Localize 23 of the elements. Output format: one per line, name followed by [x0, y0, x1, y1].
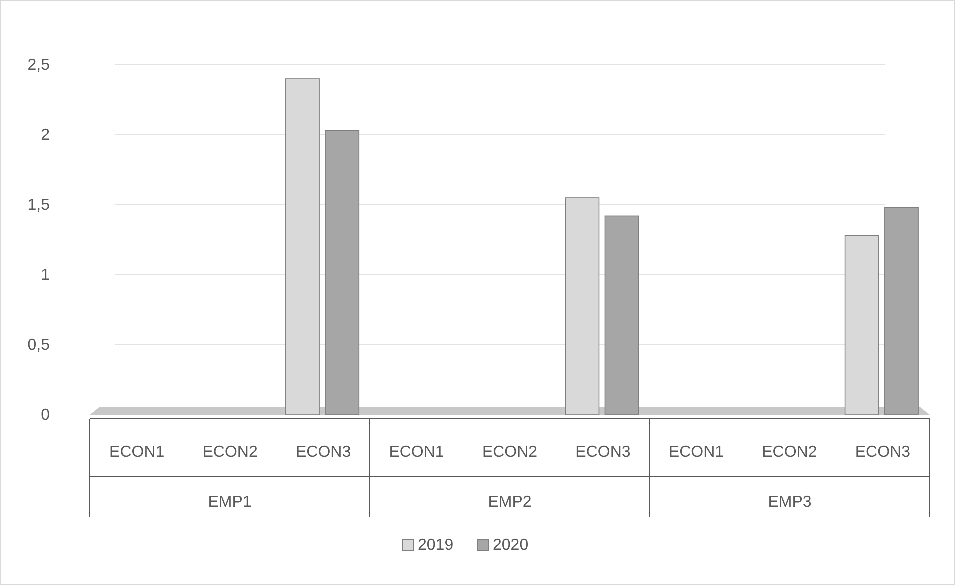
x-tick-label: ECON3: [576, 444, 631, 461]
y-tick-label: 2,5: [28, 57, 50, 74]
text: EMP2: [488, 494, 532, 511]
x-tick-label: ECON1: [668, 444, 724, 461]
x-tick-label: ECON3: [296, 444, 352, 461]
y-tick-label: 2: [41, 127, 50, 144]
x-tick-label: ECON2: [762, 444, 818, 461]
x-tick-label: ECON1: [110, 444, 165, 461]
x-tick-label: ECON2: [482, 444, 538, 461]
y-tick-label: 1: [41, 267, 50, 284]
x-tick-label: ECON1: [389, 444, 444, 461]
x-tick-label: ECON2: [202, 444, 258, 461]
y-tick-label: 0,5: [28, 337, 50, 354]
y-tick-label: 0: [41, 407, 50, 424]
bar: [604, 216, 640, 416]
text: EMP1: [208, 494, 252, 511]
y-tick-label: 1,5: [28, 197, 50, 214]
legend-label: 2020: [493, 537, 529, 554]
bar: [325, 130, 360, 416]
legend-label: 2019: [418, 537, 454, 554]
bar: [884, 207, 919, 416]
x-tick-label: ECON3: [855, 444, 911, 461]
text: EMP3: [768, 494, 812, 511]
